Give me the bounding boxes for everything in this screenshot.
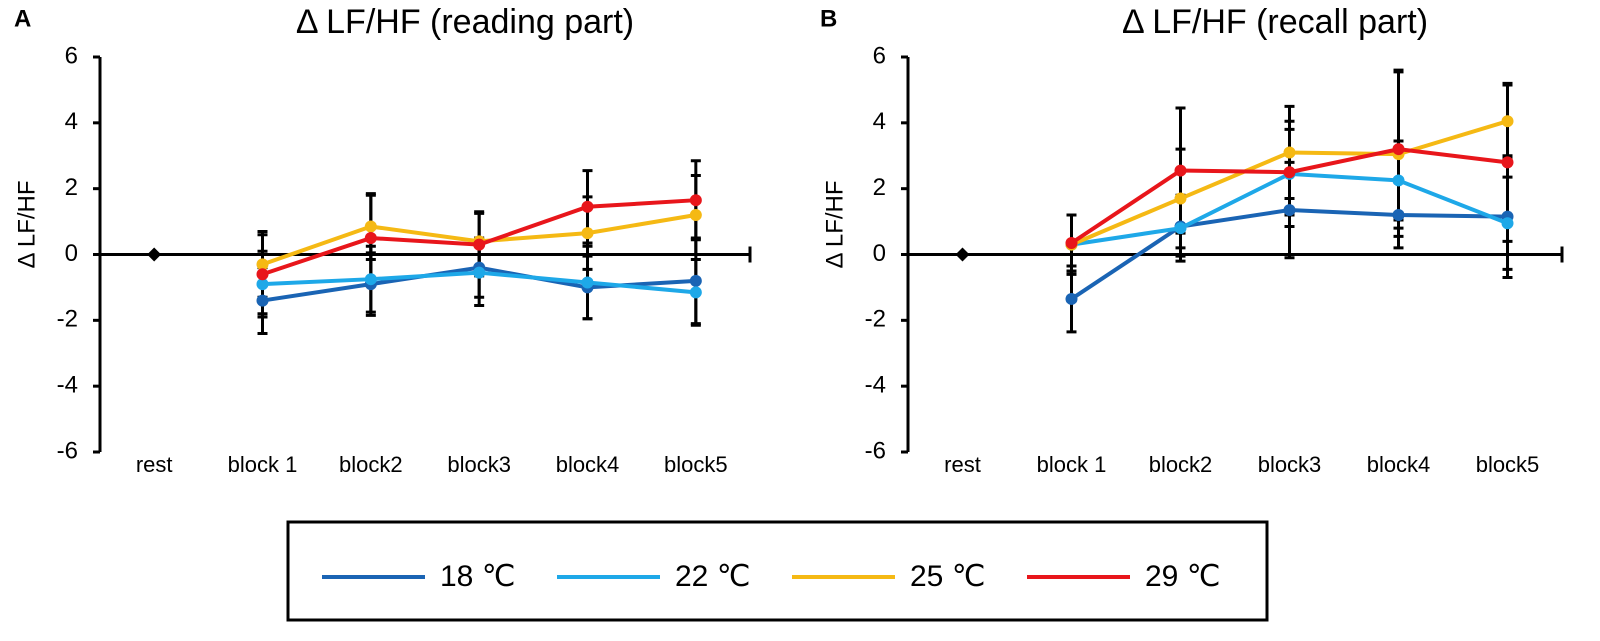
x-tick-label: block 1	[228, 452, 298, 477]
panel-label: B	[820, 5, 837, 32]
x-tick-label: block3	[1258, 452, 1322, 477]
y-tick-label: -6	[57, 437, 78, 464]
data-point	[473, 266, 486, 279]
y-tick-label: 2	[873, 174, 886, 201]
y-axis-label: Δ LF/HF	[13, 180, 40, 268]
data-point	[364, 273, 377, 286]
y-tick-label: 4	[873, 108, 886, 135]
data-point	[256, 258, 269, 271]
data-point	[256, 268, 269, 281]
x-tick-label: block 1	[1037, 452, 1107, 477]
y-axis-label: Δ LF/HF	[821, 180, 848, 268]
data-point	[581, 200, 594, 213]
data-point	[1174, 222, 1187, 235]
y-tick-label: -2	[57, 306, 78, 333]
data-point	[1501, 115, 1514, 128]
y-tick-label: 2	[65, 174, 78, 201]
data-point	[1065, 236, 1078, 249]
data-point	[581, 227, 594, 240]
x-tick-label: block2	[1149, 452, 1213, 477]
data-point	[689, 274, 702, 287]
data-point	[1283, 146, 1296, 159]
x-tick-label: rest	[944, 452, 981, 477]
panel-label: A	[14, 5, 31, 32]
legend-label: 29 ℃	[1145, 560, 1220, 593]
x-tick-label: block5	[1476, 452, 1540, 477]
data-point	[1501, 217, 1514, 230]
y-tick-label: 4	[65, 108, 78, 135]
chart-title: Δ LF/HF (recall part)	[1122, 3, 1428, 41]
data-point	[689, 194, 702, 207]
y-tick-label: -2	[865, 306, 886, 333]
data-point	[1065, 292, 1078, 305]
data-point	[1174, 164, 1187, 177]
data-point	[473, 238, 486, 251]
data-point	[1283, 204, 1296, 217]
data-point	[1283, 166, 1296, 179]
data-point	[689, 286, 702, 299]
y-tick-label: -6	[865, 437, 886, 464]
legend-label: 25 ℃	[910, 560, 985, 593]
chart-title: Δ LF/HF (reading part)	[296, 3, 634, 41]
x-tick-label: block4	[556, 452, 620, 477]
y-tick-label: 6	[873, 42, 886, 69]
y-tick-label: -4	[865, 372, 886, 399]
data-point	[256, 278, 269, 291]
x-tick-label: block4	[1367, 452, 1431, 477]
data-point	[1392, 209, 1405, 221]
data-point	[1501, 156, 1514, 169]
data-point	[364, 220, 377, 233]
y-tick-label: 0	[873, 240, 886, 267]
data-point	[1174, 192, 1187, 205]
data-point	[256, 294, 269, 307]
data-point	[581, 276, 594, 289]
data-point	[1392, 174, 1405, 187]
x-tick-label: block5	[664, 452, 728, 477]
data-point	[689, 209, 702, 221]
data-point	[1392, 143, 1405, 156]
data-point	[955, 247, 970, 262]
legend-label: 22 ℃	[675, 560, 750, 593]
legend-box	[286, 520, 1269, 622]
data-point	[364, 232, 377, 245]
y-tick-label: 6	[65, 42, 78, 69]
y-tick-label: -4	[57, 372, 78, 399]
legend-label: 18 ℃	[440, 560, 515, 593]
x-tick-label: rest	[136, 452, 173, 477]
y-tick-label: 0	[65, 240, 78, 267]
data-point	[147, 247, 162, 262]
x-tick-label: block3	[447, 452, 511, 477]
x-tick-label: block2	[339, 452, 403, 477]
